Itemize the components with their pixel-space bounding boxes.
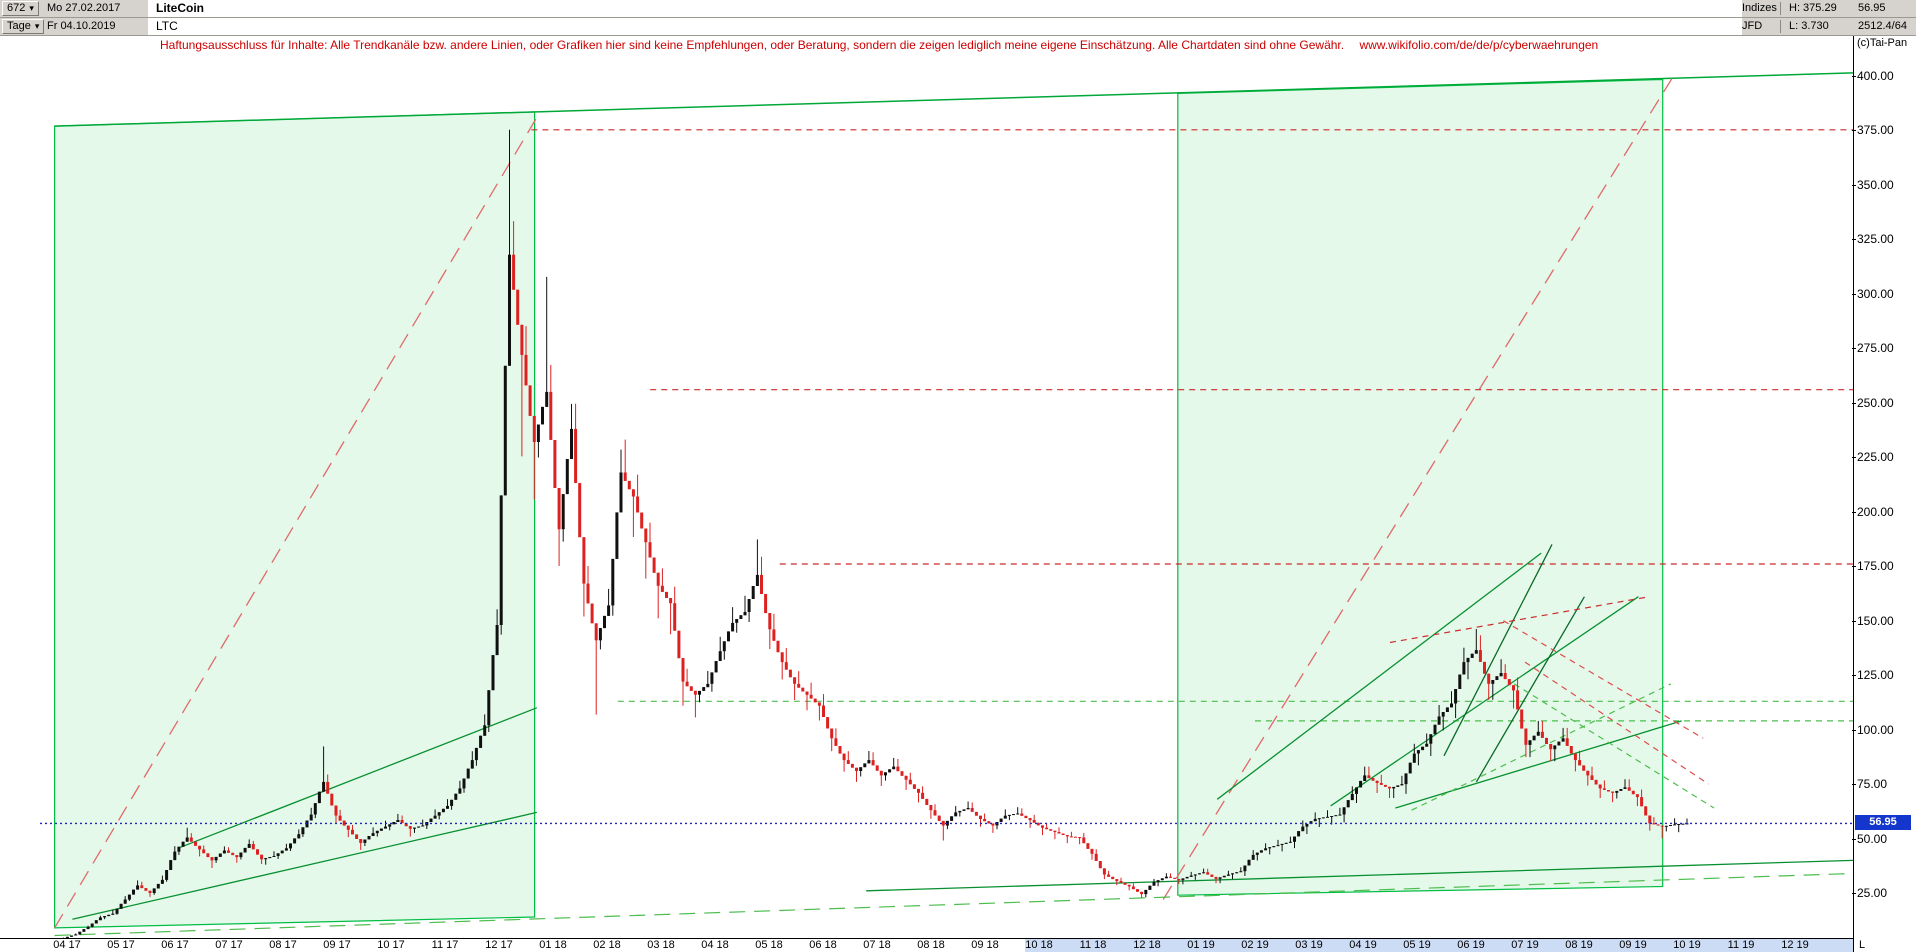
x-axis-divider — [0, 938, 1853, 939]
chart-start-date: Mo 27.02.2017 — [47, 2, 121, 14]
toolbar-row-1: 672 ▾ Mo 27.02.2017 LiteCoin Indizes H: … — [0, 0, 1916, 18]
x-axis[interactable]: 04 17 05 17 06 17 07 17 08 17 09 17 10 17 11 17… — [0, 939, 1853, 952]
x-axis-label: 06 17 — [161, 939, 189, 951]
toolbar-row-2: Tage ▾ Fr 04.10.2019 LTC JFD L: 3.730 25… — [0, 18, 1916, 36]
x-axis-label: 08 17 — [269, 939, 297, 951]
x-axis-label: 04 17 — [53, 939, 81, 951]
x-axis-label: 01 18 — [539, 939, 567, 951]
y-axis-label: 375.00 — [1852, 123, 1894, 138]
timeframe-value: Tage — [7, 20, 31, 32]
indizes-tab[interactable]: Indizes — [1742, 2, 1777, 14]
x-axis-label: 09 17 — [323, 939, 351, 951]
bars-count-value: 672 — [7, 2, 26, 14]
disclaimer-body: Haftungsausschluss für Inhalte: Alle Tre… — [160, 38, 1345, 52]
x-axis-label: 09 19 — [1619, 939, 1647, 951]
y-axis-label: 175.00 — [1852, 559, 1894, 574]
y-axis-label: 300.00 — [1852, 286, 1894, 301]
instrument-symbol: LTC — [156, 19, 178, 33]
x-axis-label: 03 18 — [647, 939, 675, 951]
x-axis-label: 03 19 — [1295, 939, 1323, 951]
x-axis-label: 06 19 — [1457, 939, 1485, 951]
y-axis-label: 75.00 — [1851, 777, 1888, 792]
x-axis-label: 10 17 — [377, 939, 405, 951]
chevron-down-icon: ▾ — [29, 3, 34, 13]
y-axis-label: 225.00 — [1852, 450, 1894, 465]
period-high-label: H: 375.29 — [1780, 2, 1837, 15]
chevron-down-icon: ▾ — [34, 21, 40, 31]
y-axis-label: 275.00 — [1852, 341, 1894, 356]
y-axis-label: 125.00 — [1852, 668, 1894, 683]
x-axis-label: 10 18 — [1025, 939, 1053, 951]
x-axis-label: 02 19 — [1241, 939, 1269, 951]
x-axis-label: 04 18 — [701, 939, 729, 951]
x-axis-label: 12 18 — [1133, 939, 1161, 951]
copyright-label: (c)Tai-Pan — [1857, 37, 1908, 49]
x-axis-label: 01 19 — [1187, 939, 1215, 951]
x-axis-label: 10 19 — [1673, 939, 1701, 951]
y-axis-label: 200.00 — [1852, 504, 1894, 519]
disclaimer-text: Haftungsausschluss für Inhalte: Alle Tre… — [160, 38, 1598, 52]
range-info-label: 2512.4/64 — [1858, 20, 1907, 32]
y-axis-divider — [1853, 0, 1854, 952]
y-axis[interactable]: 400.00 375.00 350.00 325.00 300.00 275.00 250.… — [1851, 0, 1916, 938]
last-price-header: 56.95 — [1858, 2, 1886, 14]
x-axis-label: 07 18 — [863, 939, 891, 951]
y-axis-label: 325.00 — [1852, 232, 1894, 247]
scale-mode-label[interactable]: L — [1859, 939, 1866, 951]
x-axis-label: 05 19 — [1403, 939, 1431, 951]
y-axis-label: 100.00 — [1852, 722, 1894, 737]
x-axis-label: 08 19 — [1565, 939, 1593, 951]
x-axis-label: 05 17 — [107, 939, 135, 951]
bars-count-control[interactable]: 672 ▾ — [2, 1, 39, 16]
x-axis-label: 06 18 — [809, 939, 837, 951]
y-axis-label: 25.00 — [1851, 886, 1888, 900]
x-axis-label: 07 19 — [1511, 939, 1539, 951]
current-price-tag: 56.95 — [1855, 815, 1911, 831]
symbol-panel: LTC — [148, 18, 1742, 35]
x-axis-label: 09 18 — [971, 939, 999, 951]
period-low-label: L: 3.730 — [1780, 20, 1829, 33]
x-axis-label: 11 18 — [1079, 939, 1107, 951]
candlestick-chart[interactable] — [0, 0, 1863, 940]
data-source-label: JFD — [1742, 20, 1763, 32]
y-axis-label: 150.00 — [1852, 613, 1894, 628]
timeframe-control[interactable]: Tage ▾ — [2, 19, 45, 34]
x-axis-label: 12 19 — [1781, 939, 1809, 951]
chart-area[interactable] — [0, 0, 1863, 940]
x-axis-label: 04 19 — [1349, 939, 1377, 951]
x-axis-label: 11 19 — [1727, 939, 1755, 951]
x-axis-label: 12 17 — [485, 939, 513, 951]
x-axis-label: 11 17 — [431, 939, 459, 951]
x-axis-highlight — [1025, 939, 1853, 952]
x-axis-label: 08 18 — [917, 939, 945, 951]
instrument-title: LiteCoin — [156, 1, 204, 15]
x-axis-label: 07 17 — [215, 939, 243, 951]
title-panel: LiteCoin — [148, 0, 1742, 17]
x-axis-label: 05 18 — [755, 939, 783, 951]
y-axis-label: 400.00 — [1852, 69, 1894, 83]
y-axis-label: 50.00 — [1851, 831, 1888, 846]
y-axis-label: 350.00 — [1852, 177, 1894, 192]
chart-end-date: Fr 04.10.2019 — [47, 20, 116, 32]
disclaimer-url[interactable]: www.wikifolio.com/de/de/p/cyberwaehrunge… — [1359, 38, 1599, 52]
y-axis-label: 250.00 — [1852, 395, 1894, 410]
x-axis-label: 02 18 — [593, 939, 621, 951]
